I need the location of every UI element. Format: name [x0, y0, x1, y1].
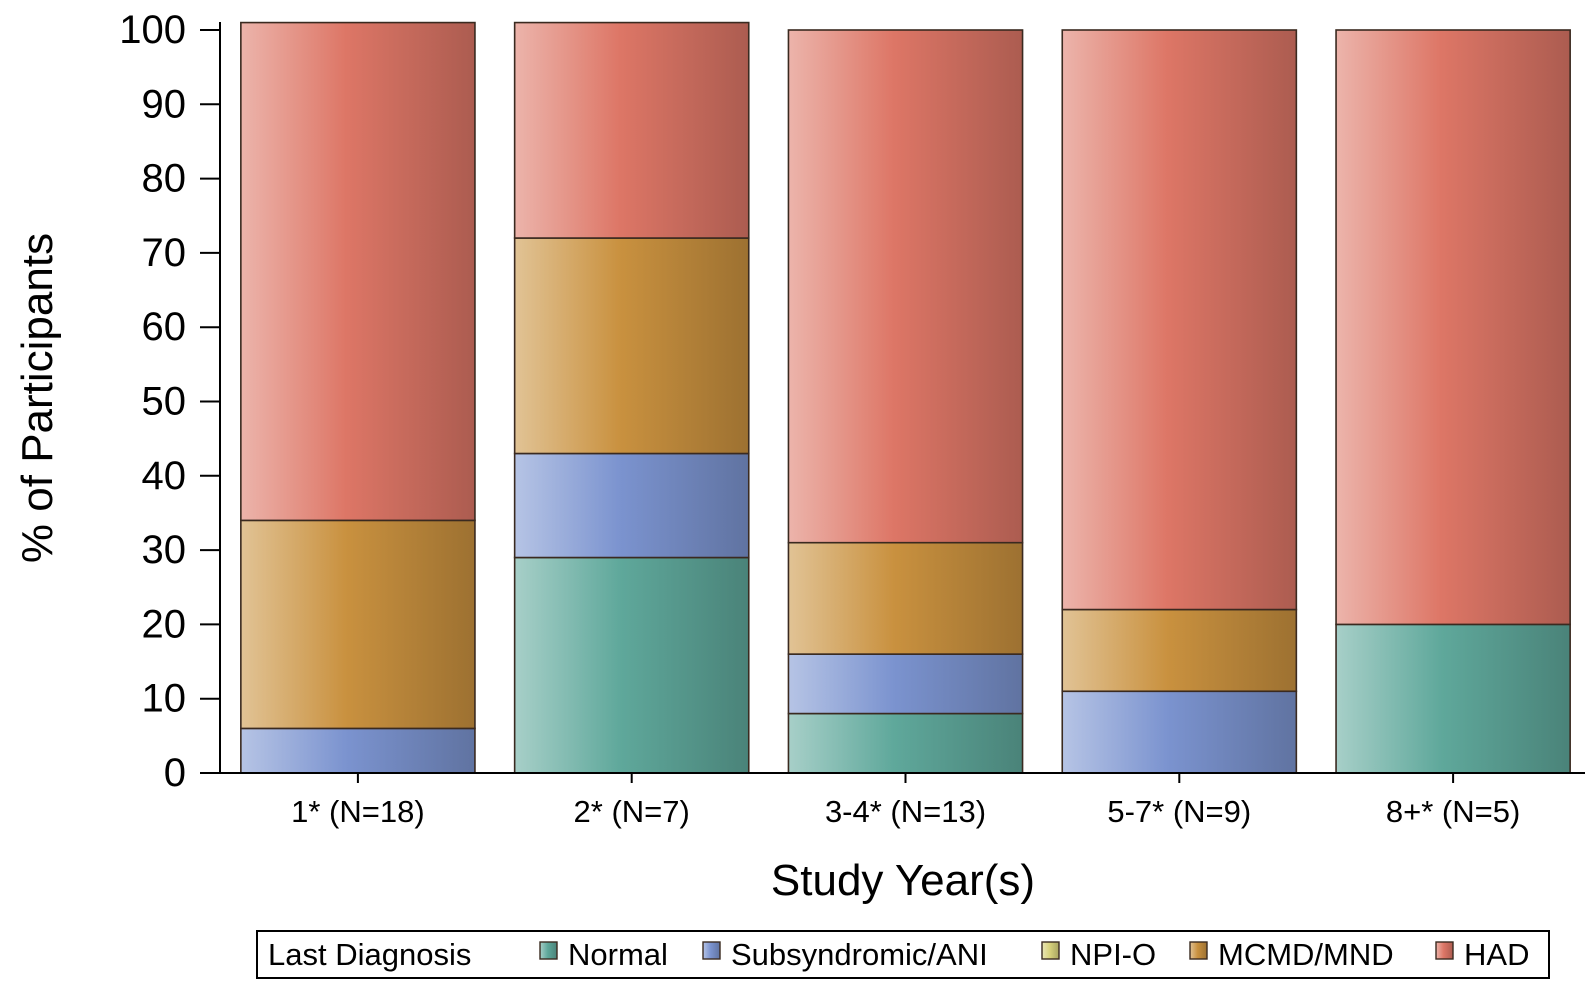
bar-segment-normal-3 [787, 712, 1024, 774]
y-tick-label: 50 [142, 380, 187, 424]
y-tick-label: 60 [142, 305, 187, 349]
bar-segment-had-2 [513, 21, 750, 239]
legend-items: Normal Subsyndromic/ANI NPI-O MCMD/MND HAD [539, 937, 1529, 972]
bar-segment-mcmd-mnd-1 [240, 519, 476, 730]
bar-segment-had-3 [787, 29, 1024, 544]
y-axis-title: % of Participants [13, 233, 62, 563]
bar-segment-subsyndromic-ani-1 [240, 727, 476, 774]
legend-swatch [1041, 941, 1060, 960]
bar-segment-had-4 [1061, 29, 1298, 611]
legend-label: Subsyndromic/ANI [731, 937, 988, 972]
bar-segment-normal-2 [513, 556, 750, 774]
bar-segment-mcmd-mnd-4 [1061, 608, 1298, 693]
legend-label: MCMD/MND [1218, 937, 1394, 972]
x-tick-label: 1* (N=18) [291, 794, 425, 829]
legend-box [256, 930, 1550, 979]
legend-label: NPI-O [1070, 937, 1156, 972]
y-tick-label: 80 [142, 157, 187, 201]
y-ticks: 0 10 20 30 40 50 60 70 80 90 100 [119, 8, 220, 795]
y-tick-label: 10 [142, 677, 187, 721]
bar-segment-subsyndromic-ani-2 [513, 452, 750, 559]
legend-swatch [1189, 941, 1208, 960]
legend-swatch [1435, 941, 1454, 960]
y-tick-label: 40 [142, 454, 187, 498]
y-tick-label: 30 [142, 528, 187, 572]
bar-segment-subsyndromic-ani-4 [1061, 690, 1298, 774]
bar-segment-mcmd-mnd-2 [513, 237, 750, 455]
legend-swatch [539, 941, 558, 960]
x-tick-label: 8+* (N=5) [1386, 794, 1520, 829]
legend-title: Last Diagnosis [268, 937, 471, 972]
legend: Last Diagnosis Normal Subsyndromic/ANI NPI… [256, 930, 1550, 979]
bar-segment-normal-5 [1335, 623, 1571, 774]
bar-segment-subsyndromic-ani-3 [787, 653, 1024, 715]
y-tick-label: 100 [119, 8, 186, 52]
y-tick-label: 90 [142, 82, 187, 126]
y-tick-label: 20 [142, 602, 187, 646]
y-tick-label: 70 [142, 231, 187, 275]
x-ticks: 1* (N=18) 2* (N=7) 3-4* (N=13) 5-7* (N=9) 8+… [291, 773, 1520, 829]
y-tick-label: 0 [164, 751, 186, 795]
bars-layer [240, 21, 1571, 774]
x-tick-label: 5-7* (N=9) [1107, 794, 1251, 829]
x-tick-label: 2* (N=7) [574, 794, 690, 829]
x-axis-title: Study Year(s) [771, 856, 1035, 905]
legend-label: HAD [1464, 937, 1529, 972]
x-tick-label: 3-4* (N=13) [825, 794, 986, 829]
bar-segment-had-1 [240, 21, 476, 522]
bar-segment-had-5 [1335, 29, 1571, 626]
legend-label: Normal [568, 937, 668, 972]
legend-swatch [702, 941, 721, 960]
bar-segment-mcmd-mnd-3 [787, 541, 1024, 655]
